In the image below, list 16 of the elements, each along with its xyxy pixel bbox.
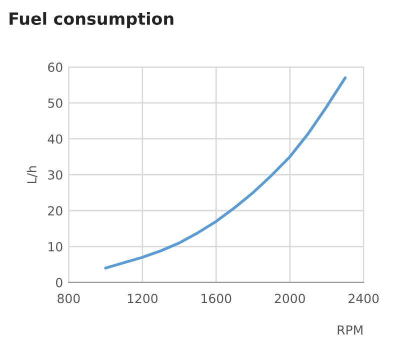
y-tick-label: 60 [48, 62, 62, 72]
y-tick-label: 0 [56, 278, 62, 288]
y-tick-label: 20 [48, 206, 62, 216]
y-tick-label: 30 [48, 170, 62, 180]
x-axis-title: RPM [338, 325, 362, 335]
x-tick-label: 1200 [128, 294, 158, 304]
y-tick-label: 40 [48, 134, 62, 144]
x-tick-label: 2000 [274, 294, 305, 304]
chart-title: Fuel consumption [10, 12, 174, 28]
line-series [104, 76, 347, 270]
x-tick-label: 1600 [202, 294, 232, 304]
y-tick-label: 10 [48, 242, 62, 252]
x-tick-label: 800 [58, 294, 80, 304]
y-tick-label: 50 [48, 98, 62, 108]
y-axis-title: L/h [26, 166, 38, 184]
x-tick-label: 2400 [348, 294, 379, 304]
